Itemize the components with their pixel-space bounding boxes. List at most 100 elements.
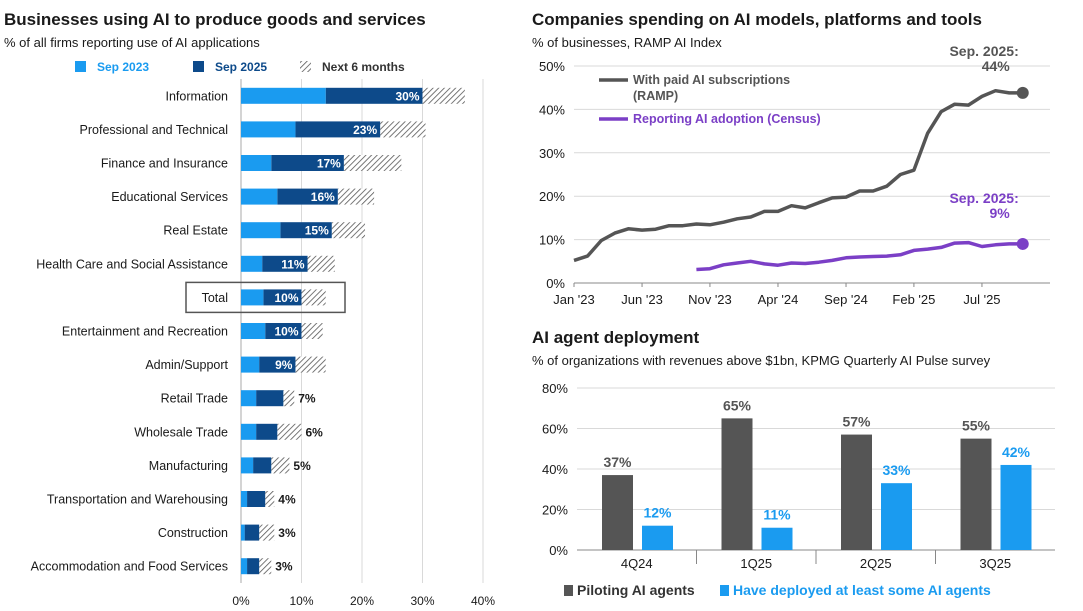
bar-next6-real-estate <box>331 222 366 239</box>
category-label-entertainment-and-recreation: Entertainment and Recreation <box>62 325 228 339</box>
legend-swatch-piloting <box>564 585 573 596</box>
x-tick-label-4q24: 4Q24 <box>621 556 653 571</box>
y-tick-label-30: 30% <box>539 146 565 161</box>
data-label-real-estate: 15% <box>305 224 329 238</box>
bar-sep2025-transportation-and-warehousing <box>247 491 266 507</box>
bar-sep2025-real-estate <box>280 222 332 239</box>
data-label-transportation-and-warehousing: 4% <box>278 493 296 507</box>
x-tick-label-nov-23: Nov '23 <box>688 292 732 307</box>
bar-next6-finance-and-insurance <box>343 155 402 171</box>
legend-swatch-deployed <box>720 585 729 596</box>
category-label-finance-and-insurance: Finance and Insurance <box>101 157 228 171</box>
bar-piloting-ai-agents-2q25 <box>841 434 872 550</box>
data-label-finance-and-insurance: 17% <box>317 157 341 171</box>
bar-next6-wholesale-trade <box>277 423 302 440</box>
x-tick-label-2q25: 2Q25 <box>860 556 892 571</box>
x-tick-label-30: 30% <box>410 594 434 608</box>
data-label-educational-services: 16% <box>311 190 335 204</box>
category-label-professional-and-technical: Professional and Technical <box>80 123 228 137</box>
category-label-total: Total <box>202 291 228 305</box>
bar-sep2025-wholesale-trade <box>256 423 278 440</box>
data-label-entertainment-and-recreation: 10% <box>274 325 298 339</box>
x-tick-label-jun-23: Jun '23 <box>621 292 663 307</box>
legend-swatch-sep-2025 <box>193 61 204 72</box>
y-tick-label-0: 0% <box>546 276 565 291</box>
x-tick-label-1q25: 1Q25 <box>740 556 772 571</box>
data-label-piloting-ai-agents-4q24: 37% <box>603 454 632 470</box>
y-tick-label-20: 20% <box>539 189 565 204</box>
legend-label-sep-2023: Sep 2023 <box>97 60 149 74</box>
category-label-transportation-and-warehousing: Transportation and Warehousing <box>47 493 228 507</box>
y-tick-label-0: 0% <box>549 543 568 558</box>
agent-chart-subtitle: % of organizations with revenues above $… <box>532 353 991 368</box>
endpoint-marker-reporting-ai-adoption-census <box>1016 237 1029 250</box>
data-label-information: 30% <box>395 89 419 103</box>
legend-label-census: Reporting AI adoption (Census) <box>633 112 821 126</box>
bar-next6-professional-and-technical <box>380 121 426 138</box>
bar-sep2025-entertainment-and-recreation <box>265 323 302 339</box>
bar-sep2025-finance-and-insurance <box>271 155 344 171</box>
bar-sep2023-total <box>241 289 264 306</box>
data-label-total: 10% <box>274 291 298 305</box>
y-tick-label-40: 40% <box>542 462 568 477</box>
endpoint-marker-with-paid-ai-subscriptions-ramp <box>1016 86 1029 99</box>
legend-label-ramp-line2: (RAMP) <box>633 89 678 103</box>
legend-label-deployed: Have deployed at least some AI agents <box>733 582 991 598</box>
category-label-manufacturing: Manufacturing <box>149 459 228 473</box>
x-tick-label-feb-25: Feb '25 <box>892 292 935 307</box>
y-tick-label-60: 60% <box>542 422 568 437</box>
legend-swatch-next-6-months <box>300 61 311 72</box>
industry-ai-usage-chart: Sep 2023 Sep 2025 Next 6 months 0% 10% 20% 30%… <box>31 60 496 608</box>
bar-sep2025-total <box>263 289 302 306</box>
bar-next6-health-care-and-social-assistance <box>307 255 335 272</box>
x-tick-label-20: 20% <box>350 594 374 608</box>
bar-sep2023-accommodation-and-food-services <box>241 558 248 575</box>
legend-label-piloting: Piloting AI agents <box>577 582 695 598</box>
left-chart-title: Businesses using AI to produce goods and… <box>4 10 426 29</box>
bar-sep2023-admin-support <box>241 356 260 373</box>
ai-agent-deployment-chart: 0% 20% 40% 60% 80% 4Q24 37% 12% 1Q25 65% 11% 2Q25 57… <box>542 381 1055 598</box>
y-tick-label-20: 20% <box>542 503 568 518</box>
bar-sep2023-educational-services <box>241 188 278 205</box>
bar-have-deployed-at-least-some-ai-agents-1q25 <box>761 527 793 550</box>
bar-sep2023-manufacturing <box>241 457 254 474</box>
bar-sep2023-transportation-and-warehousing <box>241 491 248 507</box>
bar-next6-retail-trade <box>283 390 295 407</box>
bar-sep2025-retail-trade <box>256 390 284 407</box>
category-label-construction: Construction <box>158 526 228 540</box>
data-label-piloting-ai-agents-2q25: 57% <box>842 414 871 430</box>
bar-sep2025-manufacturing <box>253 457 272 474</box>
bar-sep2023-entertainment-and-recreation <box>241 323 266 339</box>
bar-sep2025-health-care-and-social-assistance <box>262 255 308 272</box>
bar-piloting-ai-agents-3q25 <box>960 438 992 550</box>
ai-spending-line-chart: 0% 10% 20% 30% 40% 50% Jan '23 Jun '23 Nov '23 Ap… <box>539 43 1050 307</box>
category-label-accommodation-and-food-services: Accommodation and Food Services <box>31 560 228 574</box>
data-label-piloting-ai-agents-1q25: 65% <box>723 397 752 413</box>
category-label-educational-services: Educational Services <box>111 190 228 204</box>
data-label-admin-support: 9% <box>275 358 293 372</box>
bar-have-deployed-at-least-some-ai-agents-4q24 <box>642 525 673 550</box>
bar-sep2025-admin-support <box>259 356 296 373</box>
bar-have-deployed-at-least-some-ai-agents-3q25 <box>1000 464 1032 550</box>
bar-sep2025-accommodation-and-food-services <box>247 558 260 575</box>
bar-sep2025-information <box>325 87 423 104</box>
x-tick-label-0: 0% <box>232 594 250 608</box>
category-label-health-care-and-social-assistance: Health Care and Social Assistance <box>36 257 228 271</box>
bar-next6-manufacturing <box>271 457 290 474</box>
x-tick-label-10: 10% <box>289 594 313 608</box>
bar-sep2023-health-care-and-social-assistance <box>241 255 263 272</box>
data-label-piloting-ai-agents-3q25: 55% <box>962 418 991 434</box>
data-label-accommodation-and-food-services: 3% <box>275 560 293 574</box>
total-highlight-box <box>185 281 346 314</box>
legend-swatch-sep-2023 <box>75 61 86 72</box>
data-label-retail-trade: 7% <box>298 392 316 406</box>
legend-label-next-6-months: Next 6 months <box>322 60 405 74</box>
bar-next6-entertainment-and-recreation <box>301 323 323 339</box>
data-label-health-care-and-social-assistance: 11% <box>281 257 305 271</box>
bar-next6-information <box>422 87 465 104</box>
agent-chart-title: AI agent deployment <box>532 328 700 347</box>
line-chart-title: Companies spending on AI models, platfor… <box>532 10 982 29</box>
legend-label-sep-2025: Sep 2025 <box>215 60 267 74</box>
y-tick-label-40: 40% <box>539 102 565 117</box>
bar-next6-transportation-and-warehousing <box>265 491 275 507</box>
